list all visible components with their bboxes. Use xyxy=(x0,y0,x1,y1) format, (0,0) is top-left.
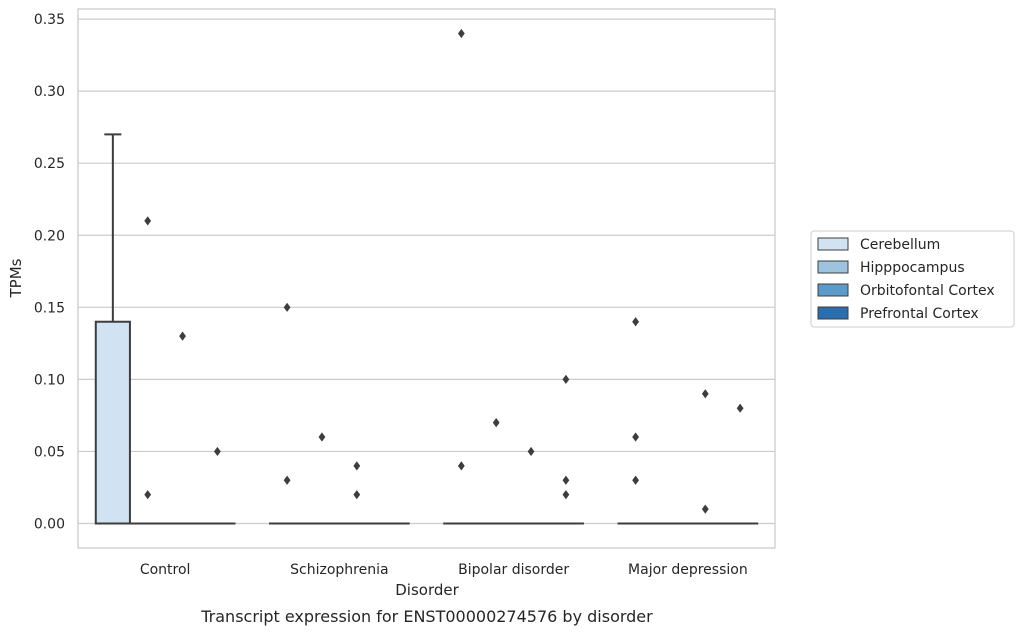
legend-swatch xyxy=(817,260,849,274)
legend-label: Prefrontal Cortex xyxy=(860,306,979,322)
outlier-point xyxy=(353,461,361,471)
legend-label: Cerebellum xyxy=(860,237,940,253)
outlier-point xyxy=(632,432,639,442)
outlier-point xyxy=(632,475,639,485)
box-series xyxy=(94,133,759,525)
legend-swatch xyxy=(817,237,849,251)
outlier-point xyxy=(457,461,465,471)
outlier-point xyxy=(562,475,570,485)
x-tick-label: Bipolar disorder xyxy=(458,562,569,578)
outlier-point xyxy=(736,403,744,413)
legend-label: Orbitofontal Cortex xyxy=(860,283,995,299)
outlier-point xyxy=(492,418,500,428)
legend-label: Hipppocampus xyxy=(860,260,965,276)
outlier-point xyxy=(283,475,291,485)
outlier-point xyxy=(179,331,186,341)
legend: Cerebellum Hipppocampus Orbitofontal Corte… xyxy=(810,230,1015,328)
legend-swatch xyxy=(817,283,849,297)
box-body xyxy=(94,320,131,525)
y-axis-ticks: 0.00 0.05 0.10 0.15 0.20 0.25 0.30 0.35 xyxy=(34,12,65,532)
outlier-point xyxy=(144,216,152,226)
plot-area-frame xyxy=(77,8,776,549)
outlier-point xyxy=(283,302,291,312)
outlier-point xyxy=(701,389,709,399)
x-axis-label: Disorder xyxy=(395,581,459,599)
legend-swatch xyxy=(817,306,849,320)
y-tick-label: 0.25 xyxy=(34,156,65,172)
outlier-point xyxy=(527,446,535,457)
box-1-1 xyxy=(94,133,131,525)
outlier-point xyxy=(457,28,465,39)
y-tick-label: 0.05 xyxy=(34,444,65,460)
outlier-point xyxy=(562,374,570,384)
x-tick-label: Schizophrenia xyxy=(290,562,388,578)
y-tick-label: 0.35 xyxy=(34,12,65,28)
y-axis-label: TPMs xyxy=(7,258,25,298)
outlier-point xyxy=(318,432,326,442)
legend-box xyxy=(810,230,1015,328)
x-tick-label: Control xyxy=(140,562,191,578)
outlier-point xyxy=(353,490,361,500)
y-tick-label: 0.20 xyxy=(34,228,65,244)
outlier-point xyxy=(214,446,221,457)
outlier-point xyxy=(562,490,570,500)
y-tick-label: 0.15 xyxy=(34,300,65,316)
y-tick-label: 0.00 xyxy=(34,517,65,533)
outlier-points xyxy=(144,28,744,514)
chart-caption: Transcript expression for ENST0000027457… xyxy=(200,607,653,626)
outlier-point xyxy=(144,490,152,500)
outlier-point xyxy=(701,504,709,514)
x-axis-ticks: Control Schizophrenia Bipolar disorder Majo… xyxy=(140,562,748,578)
gridlines xyxy=(78,18,775,525)
x-tick-label: Major depression xyxy=(628,562,748,578)
y-tick-label: 0.10 xyxy=(34,372,65,388)
outlier-point xyxy=(632,317,639,327)
y-tick-label: 0.30 xyxy=(34,84,65,100)
